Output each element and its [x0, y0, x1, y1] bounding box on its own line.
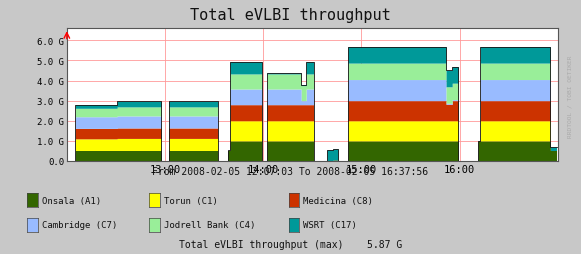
Text: Onsala (A1): Onsala (A1) — [42, 196, 101, 205]
Text: Medicina (C8): Medicina (C8) — [303, 196, 373, 205]
Text: Total eVLBI throughput: Total eVLBI throughput — [190, 8, 391, 23]
Text: Cambridge (C7): Cambridge (C7) — [42, 220, 117, 229]
Text: WSRT (C17): WSRT (C17) — [303, 220, 357, 229]
Text: Jodrell Bank (C4): Jodrell Bank (C4) — [164, 220, 255, 229]
Text: From 2008-02-05 12:07:03 To 2008-02-05 16:37:56: From 2008-02-05 12:07:03 To 2008-02-05 1… — [152, 166, 429, 176]
Text: RRDTOOL / TOBI OETIKER: RRDTOOL / TOBI OETIKER — [567, 55, 572, 138]
Text: Torun (C1): Torun (C1) — [164, 196, 218, 205]
Text: Total eVLBI throughput (max)    5.87 G: Total eVLBI throughput (max) 5.87 G — [179, 239, 402, 249]
